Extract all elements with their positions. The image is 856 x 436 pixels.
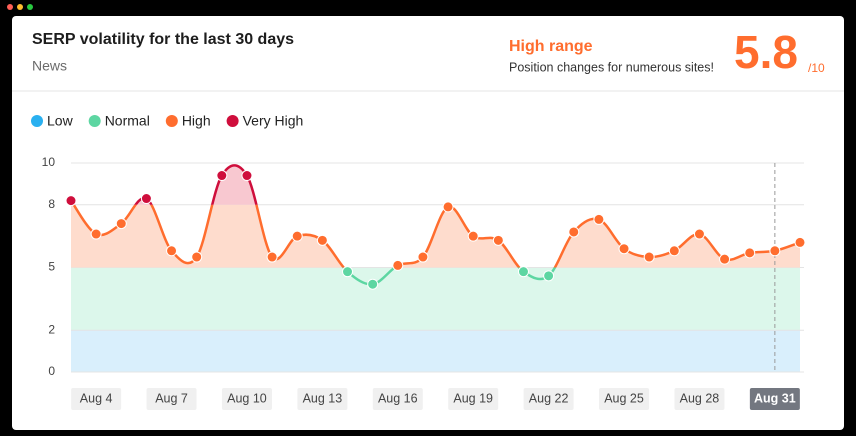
x-label-box: [71, 388, 122, 410]
x-tick-label: Aug 22: [529, 391, 569, 405]
area: [71, 204, 800, 268]
point: [166, 245, 178, 257]
point: [191, 251, 203, 263]
point: [65, 195, 77, 207]
x-tick-label: Aug 16: [378, 391, 418, 405]
legend-label: High: [182, 113, 211, 129]
legend-label: Normal: [105, 113, 150, 129]
window-dot: [17, 4, 23, 10]
point: [90, 228, 102, 240]
window-dot: [27, 4, 33, 10]
point: [291, 230, 303, 242]
point: [794, 236, 806, 248]
x-label-box: [749, 388, 800, 410]
point: [241, 170, 253, 182]
x-label-box: [221, 388, 272, 410]
point: [115, 218, 127, 230]
point: [719, 253, 731, 265]
x-tick-label: Aug 19: [453, 391, 493, 405]
x-label-box: [523, 388, 574, 410]
range-label: High range: [509, 38, 593, 55]
legend-marker: [88, 115, 101, 127]
y-tick-label: 5: [48, 260, 55, 274]
point: [417, 251, 429, 263]
point: [140, 193, 152, 205]
point: [543, 270, 555, 282]
score: 5.8: [734, 26, 798, 78]
legend-label: Low: [47, 113, 74, 129]
y-tick-label: 8: [48, 197, 55, 211]
point: [668, 245, 680, 257]
window-dot: [7, 4, 13, 10]
subtitle: News: [32, 58, 67, 74]
point: [367, 278, 379, 290]
x-label-box: [146, 388, 197, 410]
point: [643, 251, 655, 263]
point: [442, 201, 454, 213]
point: [568, 226, 580, 238]
point: [517, 266, 529, 278]
area: [71, 165, 257, 205]
legend-marker: [226, 115, 239, 127]
x-label-box: [448, 388, 499, 410]
x-label-box: [372, 388, 423, 410]
legend-marker: [165, 115, 178, 127]
x-tick-label: Aug 13: [303, 391, 343, 405]
point: [342, 266, 354, 278]
y-tick-label: 0: [48, 364, 55, 378]
point: [467, 230, 479, 242]
point: [392, 259, 404, 271]
x-tick-label: Aug 10: [227, 391, 267, 405]
point: [216, 170, 228, 182]
point: [492, 234, 504, 246]
x-tick-label: Aug 31: [754, 391, 796, 405]
point: [593, 213, 605, 225]
score-max: /10: [808, 61, 825, 75]
x-tick-label: Aug 7: [155, 391, 188, 405]
range-note: Position changes for numerous sites!: [509, 60, 714, 74]
legend-marker: [31, 115, 43, 127]
point: [693, 228, 705, 240]
legend-label: Very High: [243, 113, 304, 129]
point: [316, 234, 328, 246]
x-tick-label: Aug 4: [80, 391, 113, 405]
y-tick-label: 2: [48, 322, 55, 336]
level-band: [71, 330, 800, 372]
level-band: [71, 267, 800, 331]
title: SERP volatility for the last 30 days: [32, 31, 294, 48]
x-label-box: [297, 388, 348, 410]
x-label-box: [599, 388, 650, 410]
point: [769, 245, 781, 257]
x-label-box: [674, 388, 725, 410]
point: [744, 247, 756, 259]
x-tick-label: Aug 25: [604, 391, 644, 405]
y-tick-label: 10: [42, 155, 56, 169]
point: [266, 251, 278, 263]
x-tick-label: Aug 28: [680, 391, 720, 405]
point: [618, 243, 630, 255]
